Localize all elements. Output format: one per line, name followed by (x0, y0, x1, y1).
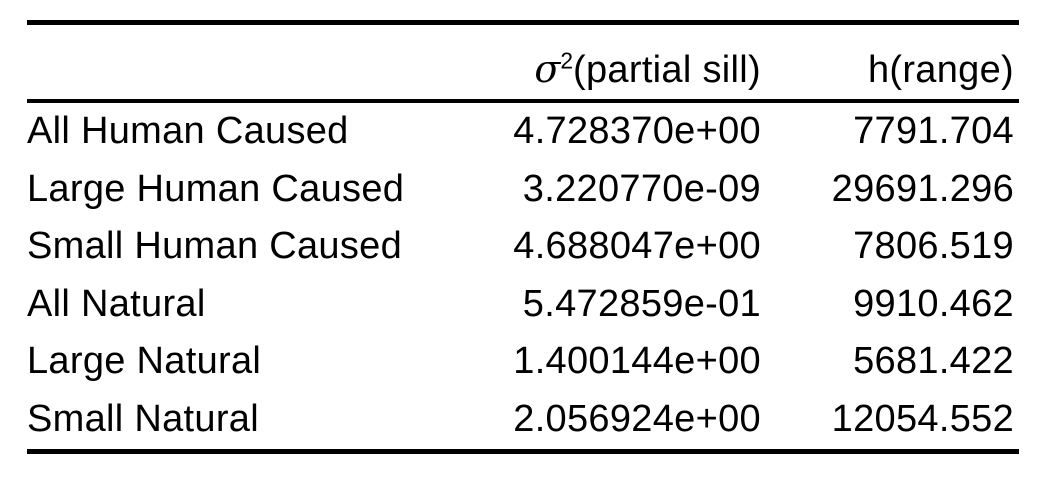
partial-sill-value: 5.472859e-01 (522, 282, 761, 325)
table-row: All Human Caused 4.728370e+00 7791.704 (27, 101, 1019, 161)
variogram-parameter-table: σ2(partial sill) h(range) All Human Caus… (27, 20, 1019, 454)
sigma-symbol: σ (534, 47, 561, 91)
partial-sill-value: 2.056924e+00 (513, 397, 761, 440)
header-row: σ2(partial sill) h(range) (27, 22, 1019, 103)
header-partial-sill-label: (partial sill) (573, 49, 761, 91)
table-row: Large Natural 1.400144e+00 5681.422 (27, 333, 1019, 391)
range-value: 29691.296 (831, 167, 1014, 210)
range-value: 9910.462 (853, 282, 1014, 325)
range-value: 5681.422 (853, 340, 1014, 383)
row-label: Small Human Caused (27, 225, 403, 268)
table-row: Small Human Caused 4.688047e+00 7806.519 (27, 218, 1019, 276)
partial-sill-value: 4.688047e+00 (513, 225, 761, 268)
header-range: h(range) (760, 22, 1019, 103)
table-row: Large Human Caused 3.220770e-09 29691.29… (27, 161, 1019, 219)
table-row: All Natural 5.472859e-01 9910.462 (27, 276, 1019, 334)
partial-sill-value: 1.400144e+00 (513, 340, 761, 383)
row-label: All Natural (27, 282, 206, 325)
row-label: Large Natural (27, 340, 262, 383)
table-row: Small Natural 2.056924e+00 12054.552 (27, 391, 1019, 451)
range-value: 7791.704 (853, 110, 1014, 152)
row-label: Large Human Caused (27, 167, 405, 210)
header-partial-sill: σ2(partial sill) (416, 22, 761, 103)
row-label: Small Natural (27, 397, 259, 440)
range-value: 12054.552 (831, 397, 1014, 440)
header-empty-cell (27, 22, 417, 103)
sigma-exponent: 2 (560, 47, 574, 74)
partial-sill-value: 3.220770e-09 (522, 167, 761, 210)
range-value: 7806.519 (853, 225, 1014, 268)
partial-sill-value: 4.728370e+00 (513, 110, 761, 152)
row-label: All Human Caused (27, 110, 349, 152)
